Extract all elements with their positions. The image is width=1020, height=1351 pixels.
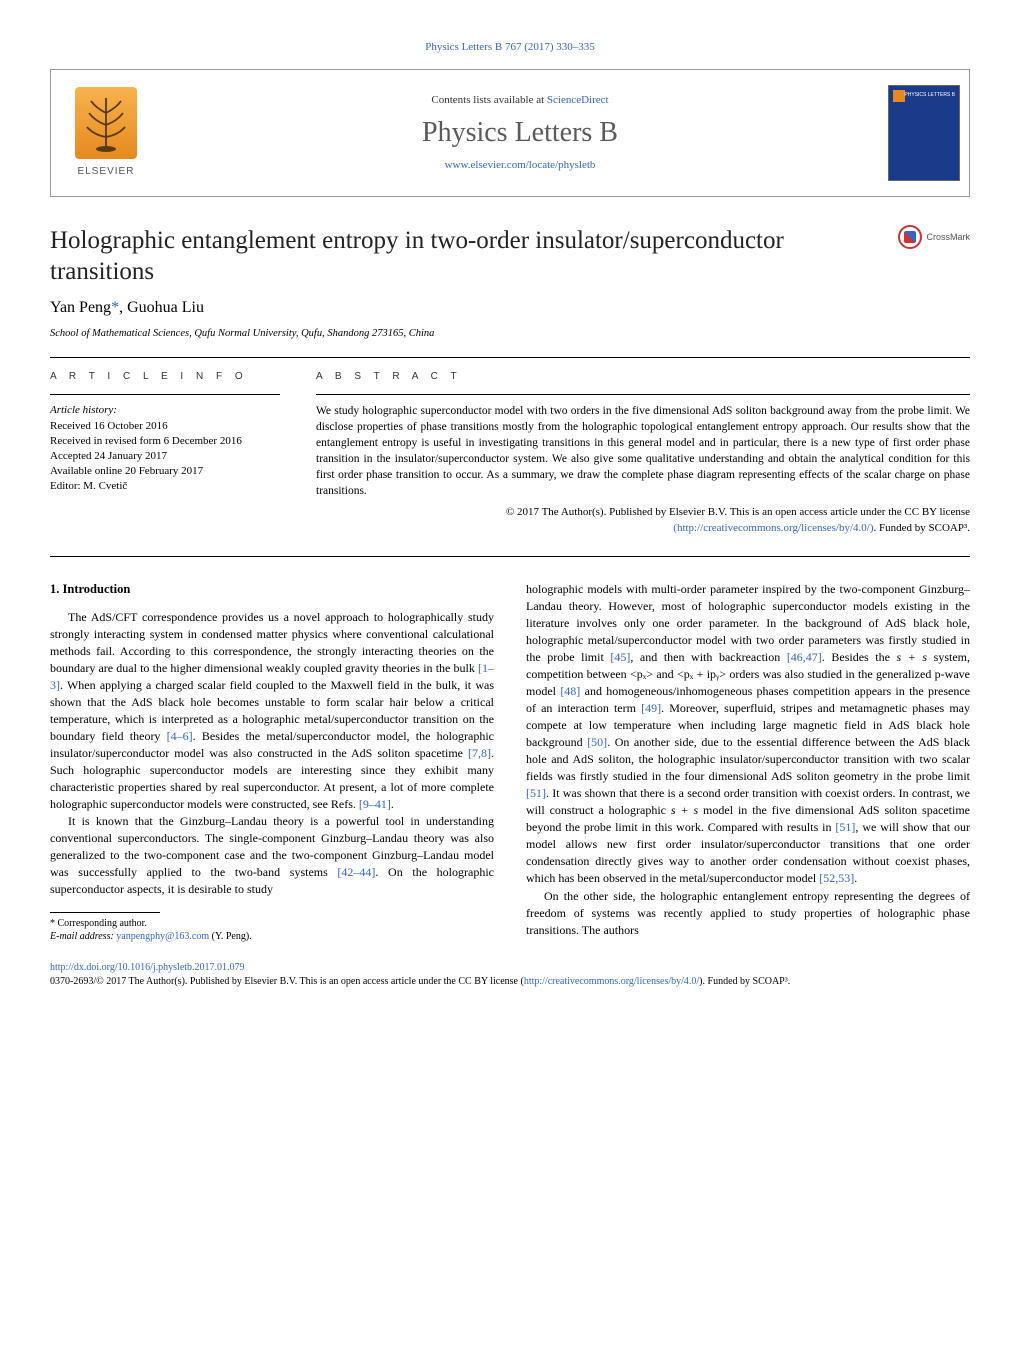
- doi-link[interactable]: http://dx.doi.org/10.1016/j.physletb.201…: [50, 962, 245, 973]
- journal-homepage-line: www.elsevier.com/locate/physletb: [161, 158, 879, 173]
- crossmark-badge[interactable]: CrossMark: [898, 225, 970, 249]
- article-info-block: A R T I C L E I N F O Article history: R…: [50, 370, 280, 536]
- running-header-citation: Physics Letters B 767 (2017) 330–335: [50, 40, 970, 55]
- elsevier-logo: ELSEVIER: [51, 70, 161, 196]
- sciencedirect-link[interactable]: ScienceDirect: [547, 94, 609, 106]
- rule-top: [50, 357, 970, 358]
- copyright-text: © 2017 The Author(s). Published by Elsev…: [506, 506, 970, 518]
- crossmark-label: CrossMark: [926, 231, 970, 243]
- t: and: [653, 667, 677, 681]
- email-link[interactable]: yanpengphy@163.com: [116, 931, 209, 942]
- body-para-2: It is known that the Ginzburg–Landau the…: [50, 813, 494, 898]
- ref-49[interactable]: [49]: [641, 701, 661, 715]
- ref-48[interactable]: [48]: [560, 684, 580, 698]
- t: , and then with backreaction: [630, 650, 786, 664]
- email-label: E-mail address:: [50, 931, 116, 942]
- math-px-ipy: <pₓ + ipᵧ>: [677, 667, 726, 681]
- journal-cover: PHYSICS LETTERS B: [879, 70, 969, 196]
- crossmark-icon: [898, 225, 922, 249]
- history-accepted: Accepted 24 January 2017: [50, 449, 280, 464]
- abstract-copyright: © 2017 The Author(s). Published by Elsev…: [316, 505, 970, 536]
- corresponding-mark-icon: *: [111, 299, 119, 316]
- body-columns: 1. Introduction The AdS/CFT corresponden…: [50, 581, 970, 943]
- body-para-3: holographic models with multi-order para…: [526, 581, 970, 888]
- footer-block: http://dx.doi.org/10.1016/j.physletb.201…: [50, 961, 970, 988]
- history-revised: Received in revised form 6 December 2016: [50, 434, 280, 449]
- journal-header: ELSEVIER Contents lists available at Sci…: [50, 69, 970, 197]
- rule-abstract: [316, 394, 970, 395]
- ref-50[interactable]: [50]: [587, 735, 607, 749]
- ref-51b[interactable]: [51]: [835, 820, 855, 834]
- elsevier-wordmark: ELSEVIER: [78, 165, 135, 179]
- email-who: (Y. Peng).: [209, 931, 252, 942]
- footnote-rule: [50, 912, 160, 913]
- body-para-1: The AdS/CFT correspondence provides us a…: [50, 609, 494, 813]
- author-1: Yan Peng: [50, 299, 111, 316]
- email-footnote: E-mail address: yanpengphy@163.com (Y. P…: [50, 930, 494, 943]
- ref-46-47[interactable]: [46,47]: [787, 650, 822, 664]
- article-title: Holographic entanglement entropy in two-…: [50, 225, 830, 288]
- t: .: [854, 871, 857, 885]
- history-received: Received 16 October 2016: [50, 419, 280, 434]
- ref-42-44[interactable]: [42–44]: [337, 865, 375, 879]
- journal-name: Physics Letters B: [161, 114, 879, 152]
- t: . Besides the: [822, 650, 897, 664]
- history-editor: Editor: M. Cvetič: [50, 479, 280, 494]
- history-label: Article history:: [50, 403, 280, 418]
- ref-51a[interactable]: [51]: [526, 786, 546, 800]
- abstract-heading: A B S T R A C T: [316, 370, 970, 384]
- issn-copyright: 0370-2693/© 2017 The Author(s). Publishe…: [50, 976, 524, 987]
- author-list: Yan Peng*, Guohua Liu: [50, 297, 970, 319]
- ref-9-41[interactable]: [9–41]: [359, 797, 391, 811]
- math-s-plus-s-1: s + s: [897, 650, 928, 664]
- contents-lists-line: Contents lists available at ScienceDirec…: [161, 93, 879, 108]
- author-2: Guohua Liu: [127, 299, 204, 316]
- license-link[interactable]: (http://creativecommons.org/licenses/by/…: [673, 522, 873, 534]
- ref-7-8[interactable]: [7,8]: [468, 746, 491, 760]
- author-sep: ,: [119, 299, 127, 316]
- section-1-heading: 1. Introduction: [50, 581, 494, 599]
- history-online: Available online 20 February 2017: [50, 464, 280, 479]
- elsevier-tree-icon: [75, 87, 137, 159]
- funded-by: . Funded by SCOAP³.: [873, 522, 970, 534]
- cover-thumb-label: PHYSICS LETTERS B: [904, 92, 955, 99]
- contents-prefix: Contents lists available at: [431, 94, 546, 106]
- abstract-block: A B S T R A C T We study holographic sup…: [316, 370, 970, 536]
- cover-thumbnail-icon: PHYSICS LETTERS B: [888, 85, 960, 181]
- abstract-text: We study holographic superconductor mode…: [316, 403, 970, 500]
- ref-52-53[interactable]: [52,53]: [819, 871, 854, 885]
- rule-below-abstract: [50, 556, 970, 557]
- math-px: <pₓ>: [630, 667, 653, 681]
- rule-info: [50, 394, 280, 395]
- journal-homepage-link[interactable]: www.elsevier.com/locate/physletb: [445, 159, 596, 171]
- ref-45[interactable]: [45]: [610, 650, 630, 664]
- footer-license-link[interactable]: http://creativecommons.org/licenses/by/4…: [524, 976, 699, 987]
- corresponding-footnote: * Corresponding author.: [50, 917, 494, 930]
- body-para-4: On the other side, the holographic entan…: [526, 888, 970, 939]
- math-s-plus-s-2: s + s: [671, 803, 698, 817]
- affiliation: School of Mathematical Sciences, Qufu No…: [50, 327, 970, 341]
- article-info-heading: A R T I C L E I N F O: [50, 370, 280, 384]
- t: .: [391, 797, 394, 811]
- t: The AdS/CFT correspondence provides us a…: [50, 610, 494, 675]
- ref-4-6[interactable]: [4–6]: [167, 729, 193, 743]
- issn-tail: ). Funded by SCOAP³.: [699, 976, 790, 987]
